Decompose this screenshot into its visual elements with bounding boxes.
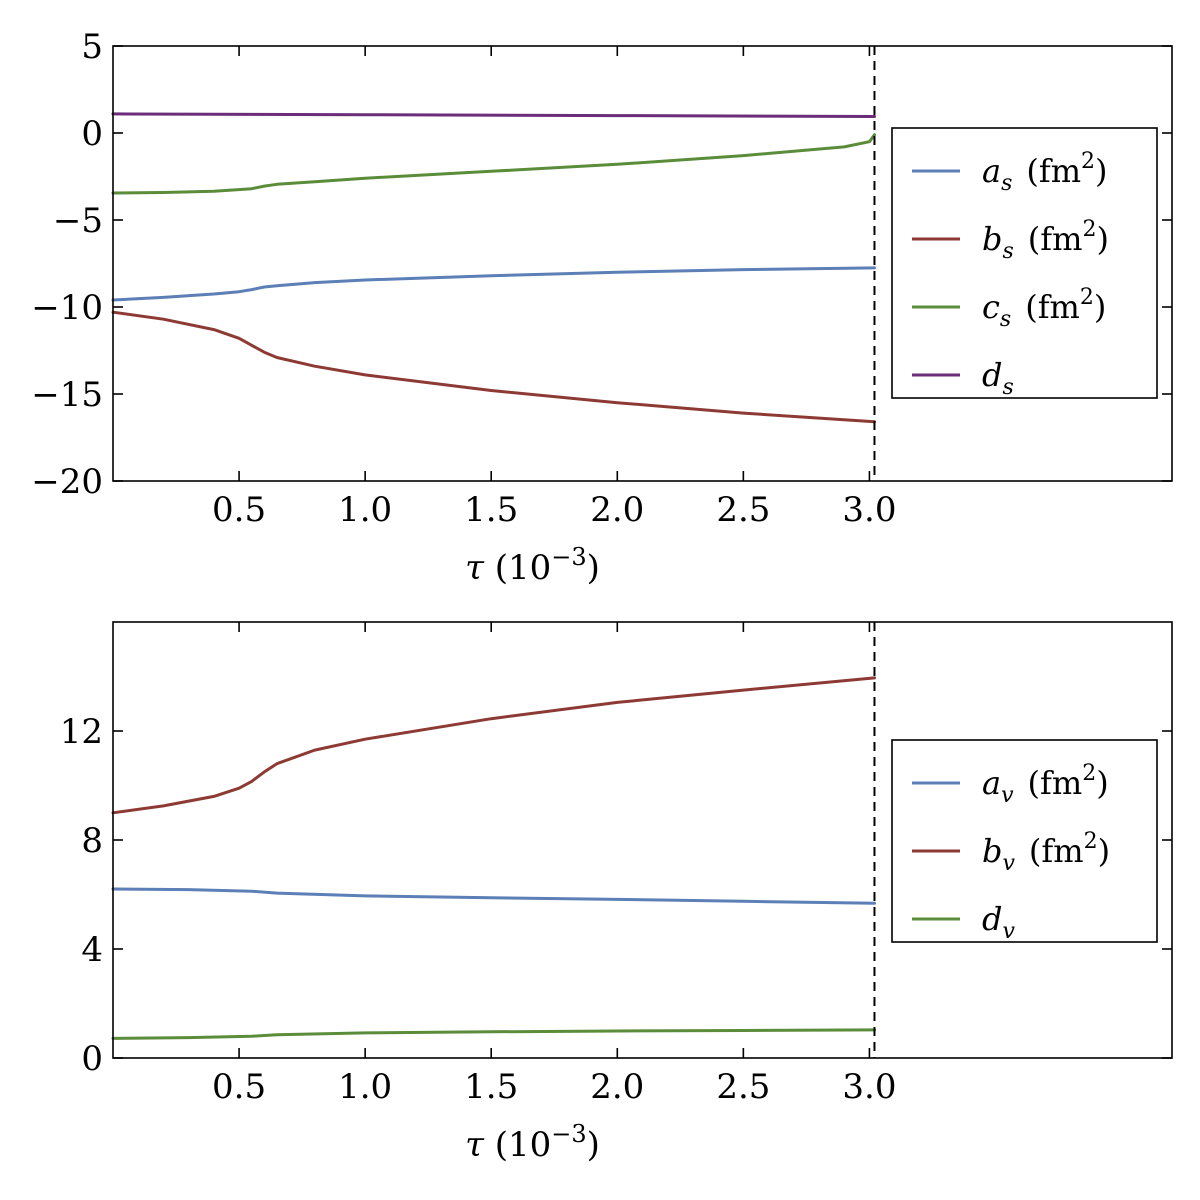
legend-entry-d-v: dv xyxy=(982,900,1015,944)
legend-box xyxy=(891,739,1158,943)
x-tick-label: 2.5 xyxy=(716,1067,770,1107)
legend-box xyxy=(891,127,1158,399)
legend-entry-d-s: ds xyxy=(982,356,1014,400)
y-tick-label: −20 xyxy=(31,462,103,502)
y-tick-label: 0 xyxy=(81,1039,103,1079)
series-line-a-v xyxy=(111,887,876,905)
legend: av (fm2) bv (fm2) dv xyxy=(891,739,1158,944)
legend-entry-b-v: bv (fm2) xyxy=(982,829,1110,876)
series-line-b-v xyxy=(111,676,876,815)
x-tick-label: 0.5 xyxy=(212,490,266,530)
x-axis-label: τ (10−3) xyxy=(465,1120,600,1165)
legend-entry-c-s: cs (fm2) xyxy=(982,285,1106,332)
x-tick-label: 1.0 xyxy=(338,1067,392,1107)
x-tick-label: 2.5 xyxy=(716,490,770,530)
x-tick-label: 1.5 xyxy=(464,1067,518,1107)
x-tick-label: 3.0 xyxy=(842,1067,896,1107)
x-axis-label: τ (10−3) xyxy=(465,543,600,588)
y-tick-label: −5 xyxy=(53,201,103,241)
y-tick-label: 4 xyxy=(81,930,103,970)
legend-entry-b-s: bs (fm2) xyxy=(982,217,1109,264)
legend-entry-a-s: as (fm2) xyxy=(982,149,1108,196)
x-tick-label: 0.5 xyxy=(212,1067,266,1107)
bottom-plot: 0.5 1.0 1.5 2.0 2.5 3.0 0 4 8 12 τ (10−3) av (fm2) bv… xyxy=(60,621,1173,1165)
y-tick-label: 8 xyxy=(81,821,103,861)
series-line-d-s xyxy=(111,112,876,118)
series-line-a-s xyxy=(111,266,876,302)
series-line-b-s xyxy=(111,310,876,424)
x-tick-label: 1.5 xyxy=(464,490,518,530)
y-tick-label: −15 xyxy=(31,375,103,415)
y-tick-label: 0 xyxy=(81,114,103,154)
y-tick-label: 5 xyxy=(81,27,103,67)
x-tick-label: 2.0 xyxy=(590,1067,644,1107)
legend-entry-a-v: av (fm2) xyxy=(982,761,1109,808)
x-tick-label: 3.0 xyxy=(842,490,896,530)
legend: as (fm2) bs (fm2) cs (fm2) ds xyxy=(891,127,1158,400)
series-line-d-v xyxy=(111,1028,876,1040)
x-tick-label: 2.0 xyxy=(590,490,644,530)
series-line-c-s xyxy=(111,133,876,195)
y-tick-label: −10 xyxy=(31,288,103,328)
y-tick-label: 12 xyxy=(60,712,103,752)
plot-frame xyxy=(112,45,1173,482)
top-plot: 0.5 1.0 1.5 2.0 2.5 3.0 5 0 −5 −10 −15 −20 τ (10−3) a… xyxy=(31,27,1173,588)
x-tick-label: 1.0 xyxy=(338,490,392,530)
